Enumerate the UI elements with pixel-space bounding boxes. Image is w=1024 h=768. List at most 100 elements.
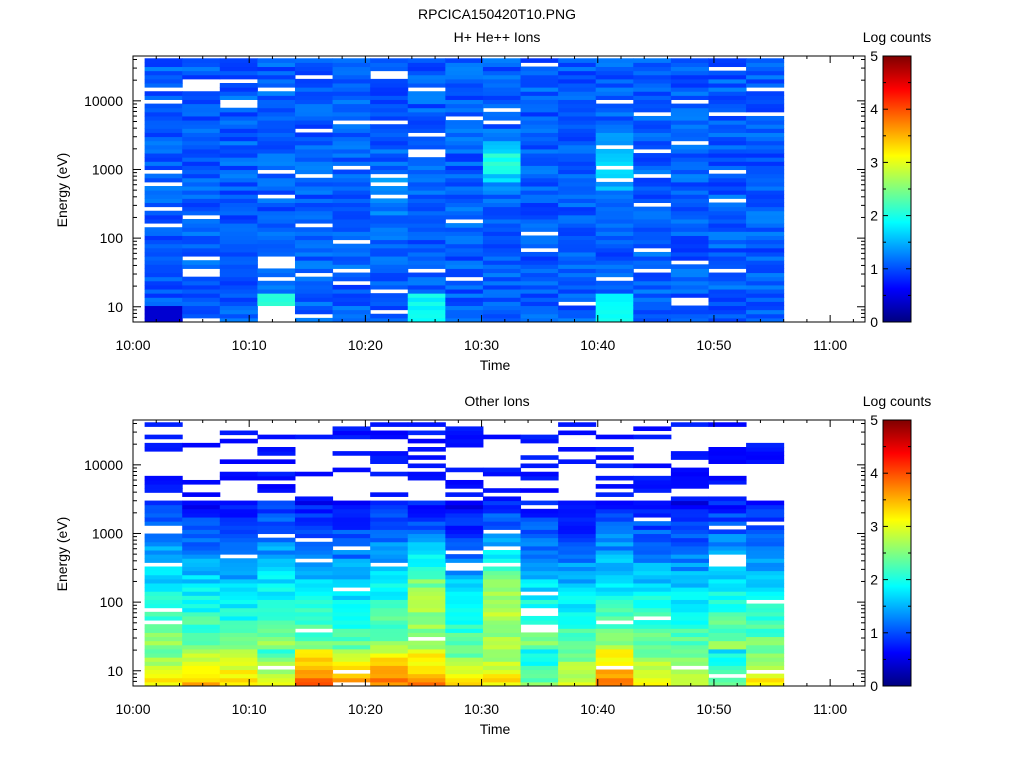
y-tick-label: 1000 [92, 525, 123, 541]
heatmap-cell [219, 537, 258, 543]
heatmap-cell [144, 517, 183, 522]
heatmap-cell [144, 148, 183, 154]
heatmap-cell [633, 603, 672, 609]
heatmap-cell [445, 284, 484, 290]
heatmap-cell [294, 434, 334, 440]
heatmap-cell [257, 74, 296, 80]
heatmap-cell [219, 128, 258, 133]
heatmap-cell [370, 256, 409, 261]
heatmap-cell [407, 309, 446, 315]
heatmap-cell [332, 190, 371, 195]
heatmap-cell [746, 578, 785, 584]
y-tick-label: 10000 [84, 93, 123, 109]
heatmap-cell [633, 550, 672, 555]
heatmap-cell [370, 124, 409, 129]
heatmap-cell [182, 313, 221, 319]
heatmap-cell [182, 260, 221, 265]
heatmap-cell [219, 91, 258, 96]
heatmap-cell [746, 223, 785, 228]
heatmap-cell [144, 165, 183, 171]
heatmap-cell [558, 74, 597, 80]
heatmap-cell [144, 653, 183, 658]
heatmap-cell [595, 74, 634, 80]
heatmap-cell [708, 214, 747, 220]
heatmap-cell [482, 517, 522, 522]
heatmap-cell [445, 574, 484, 580]
heatmap-cell [746, 66, 785, 72]
heatmap-cell [407, 644, 446, 650]
heatmap-cell [558, 223, 597, 228]
heatmap-cell [332, 148, 371, 154]
heatmap-cell [746, 562, 785, 567]
heatmap-cell [482, 62, 522, 68]
heatmap-cell [294, 587, 334, 592]
heatmap-cell [445, 615, 484, 621]
heatmap-cell [332, 529, 371, 535]
heatmap-cell [219, 161, 258, 166]
y-tick-label: 100 [100, 230, 124, 246]
heatmap-cell [670, 66, 709, 72]
x-tick-label: 10:10 [232, 701, 267, 717]
heatmap-cell [520, 107, 559, 113]
heatmap-cell [219, 251, 258, 257]
heatmap-cell [670, 70, 709, 76]
heatmap-cell [708, 591, 747, 596]
heatmap-cell [370, 313, 409, 319]
heatmap-cell [219, 181, 258, 187]
heatmap-cell [370, 620, 409, 625]
heatmap-cell [370, 301, 409, 307]
heatmap-cell [257, 284, 296, 290]
heatmap-cell [294, 591, 334, 596]
heatmap-cell [332, 169, 371, 175]
heatmap-cell [294, 214, 334, 220]
heatmap-cell [370, 661, 409, 666]
heatmap-cell [294, 545, 334, 551]
colorbar-tick-label: 4 [870, 101, 878, 117]
colorbar-tick-label: 5 [870, 412, 878, 428]
heatmap-cell [219, 657, 258, 662]
heatmap-cell [670, 484, 709, 489]
heatmap-cell [294, 496, 334, 502]
heatmap-cell [558, 317, 597, 323]
heatmap-cell [144, 132, 183, 138]
heatmap-cell [219, 620, 258, 625]
heatmap-cell [144, 582, 183, 588]
heatmap-cell [708, 124, 747, 129]
heatmap-cell [670, 103, 709, 109]
heatmap-cell [257, 488, 296, 493]
heatmap-cell [182, 492, 221, 497]
heatmap-cell [332, 132, 371, 138]
heatmap-cell [482, 607, 522, 613]
heatmap-cell [746, 177, 785, 183]
heatmap-cell [257, 186, 296, 191]
heatmap-cell [558, 517, 597, 522]
heatmap-cell [595, 517, 634, 522]
heatmap-cell [182, 545, 221, 551]
heatmap-cell [219, 223, 258, 228]
heatmap-cell [182, 673, 221, 679]
heatmap-cell [332, 570, 371, 576]
heatmap-cell [558, 640, 597, 646]
heatmap-cell [746, 550, 785, 555]
heatmap-cell [257, 148, 296, 154]
heatmap-cell [595, 115, 634, 121]
heatmap-cell [482, 603, 522, 609]
heatmap-cell [633, 484, 672, 489]
heatmap-cell [482, 165, 522, 171]
heatmap-cell [182, 173, 221, 179]
heatmap-cell [595, 223, 634, 228]
heatmap-cell [219, 293, 258, 298]
heatmap-cell [708, 533, 747, 539]
heatmap-cell [520, 301, 559, 307]
heatmap-cell [633, 227, 672, 232]
heatmap-cell [370, 231, 409, 236]
heatmap-cell [257, 289, 296, 294]
heatmap-cell [182, 578, 221, 584]
heatmap-cell [633, 463, 672, 469]
heatmap-cell [407, 657, 446, 662]
heatmap-cell [708, 235, 747, 241]
heatmap-cell [708, 194, 747, 199]
heatmap-cell [407, 70, 446, 76]
heatmap-cell [370, 247, 409, 253]
heatmap-cell [670, 640, 709, 646]
